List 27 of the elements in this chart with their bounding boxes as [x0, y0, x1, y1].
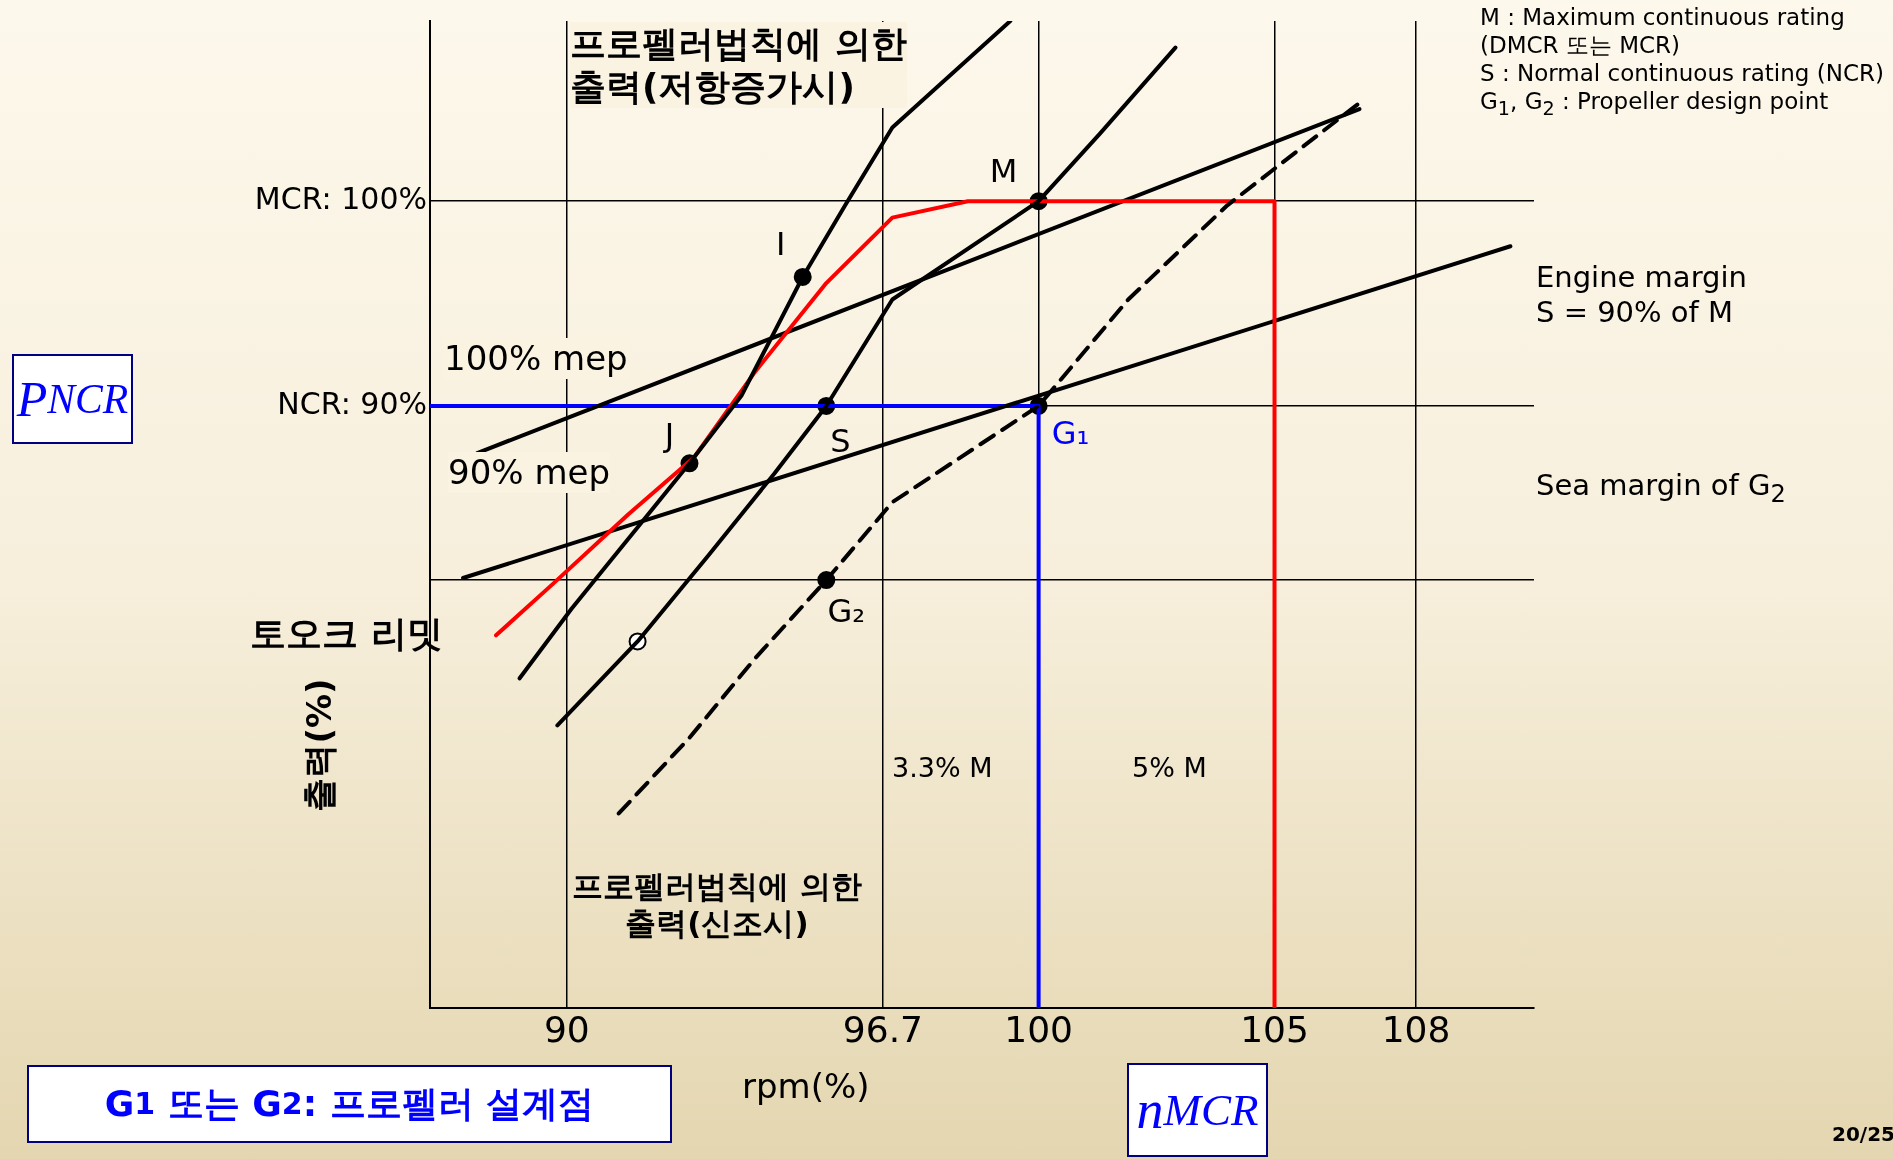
annotation: S : Normal continuous rating (NCR): [1480, 60, 1884, 88]
annotation: G₂: [827, 592, 866, 631]
annotation: J: [662, 415, 675, 454]
text: Sea margin of G$_{2}$: [1536, 468, 1786, 509]
text: Engine margin S = 90% of M: [1536, 260, 1747, 330]
x-tick-label: 90: [543, 1008, 590, 1050]
annotation: 3.3% M: [892, 752, 993, 785]
annotation: G₁: [1051, 414, 1090, 453]
y-tick-label: NCR: 90%: [277, 385, 427, 421]
x-tick-label: 96.7: [842, 1008, 923, 1050]
annotation: M : Maximum continuous rating (DMCR 또는 MCR): [1480, 4, 1845, 60]
annotation: S: [830, 422, 851, 461]
annotation: G$_{1}$, G$_{2}$ : Propeller design point: [1480, 88, 1829, 120]
annotation: 100% mep: [444, 338, 628, 379]
y-axis-title: 출력(%): [298, 678, 340, 812]
text: 20/25: [1832, 1122, 1893, 1146]
annotation: 프로펠러법칙에 의한 출력(저항증가시): [570, 22, 907, 109]
x-axis-title: rpm(%): [742, 1066, 870, 1106]
annotation: 프로펠러법칙에 의한 출력(신조시): [572, 868, 862, 943]
annotation: 90% mep: [448, 452, 610, 493]
x-tick-label: 100: [1004, 1008, 1073, 1050]
x-tick-label: 105: [1240, 1008, 1309, 1050]
annotation: I: [776, 225, 786, 264]
annotation: M: [989, 151, 1018, 190]
annotation: 5% M: [1132, 752, 1207, 785]
y-tick-label: MCR: 100%: [254, 181, 427, 216]
x-tick-label: 108: [1381, 1008, 1451, 1050]
